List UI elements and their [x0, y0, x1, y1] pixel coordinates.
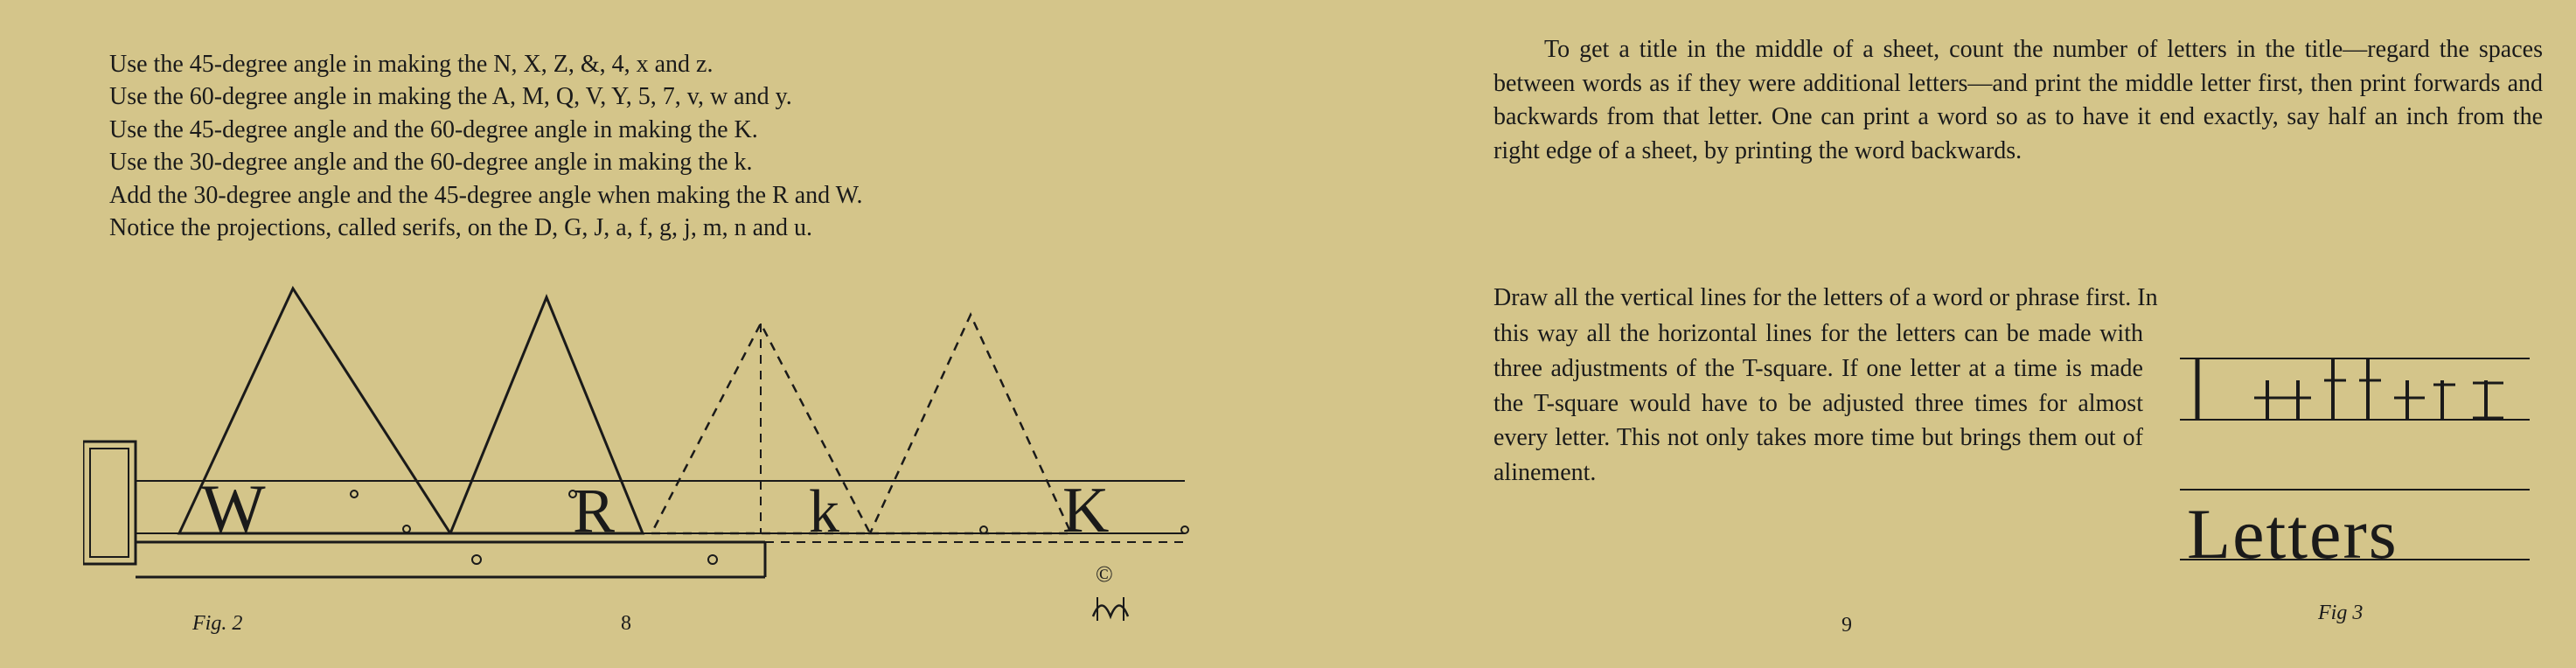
instruction-line: Notice the projections, called serifs, o… [109, 212, 863, 244]
instruction-line: Use the 30-degree angle and the 60-degre… [109, 147, 863, 178]
letter-K-cap: K [1062, 475, 1109, 546]
letter-k: k [809, 478, 839, 546]
paragraph-2-line1-text: Draw all the vertical lines for the lett… [1493, 284, 2158, 311]
paragraph-2-first-line: Draw all the vertical lines for the lett… [1493, 282, 2543, 316]
figure-2-label: Fig. 2 [192, 612, 242, 636]
letter-R: R [573, 476, 615, 546]
paragraph-1-text: To get a title in the middle of a sheet,… [1493, 36, 2543, 164]
figure-2: W R k K © [83, 271, 1202, 656]
page-number-left: 8 [621, 612, 631, 636]
instruction-line: Use the 60-degree angle in making the A,… [109, 81, 863, 113]
instruction-line: Add the 30-degree angle and the 45-degre… [109, 180, 863, 212]
svg-text:©: © [1096, 561, 1113, 587]
figure-2-svg: W R k K © [83, 271, 1202, 638]
figure-3-label: Fig 3 [2318, 602, 2363, 625]
paragraph-1: To get a title in the middle of a sheet,… [1493, 33, 2543, 169]
figure-3-svg: Letters [2171, 341, 2538, 595]
letters-word: Letters [2187, 494, 2398, 574]
paragraph-2-body: this way all the horizontal lines for th… [1493, 317, 2143, 491]
instruction-line: Use the 45-degree angle in making the N,… [109, 49, 863, 80]
figure-3: Letters [2171, 341, 2538, 595]
instruction-line: Use the 45-degree angle and the 60-degre… [109, 115, 863, 146]
letter-W: W [201, 470, 266, 546]
right-page: To get a title in the middle of a sheet,… [1288, 0, 2576, 668]
instruction-list: Use the 45-degree angle in making the N,… [109, 49, 863, 245]
page-number-right: 9 [1841, 614, 1852, 637]
left-page: Use the 45-degree angle in making the N,… [0, 0, 1288, 668]
